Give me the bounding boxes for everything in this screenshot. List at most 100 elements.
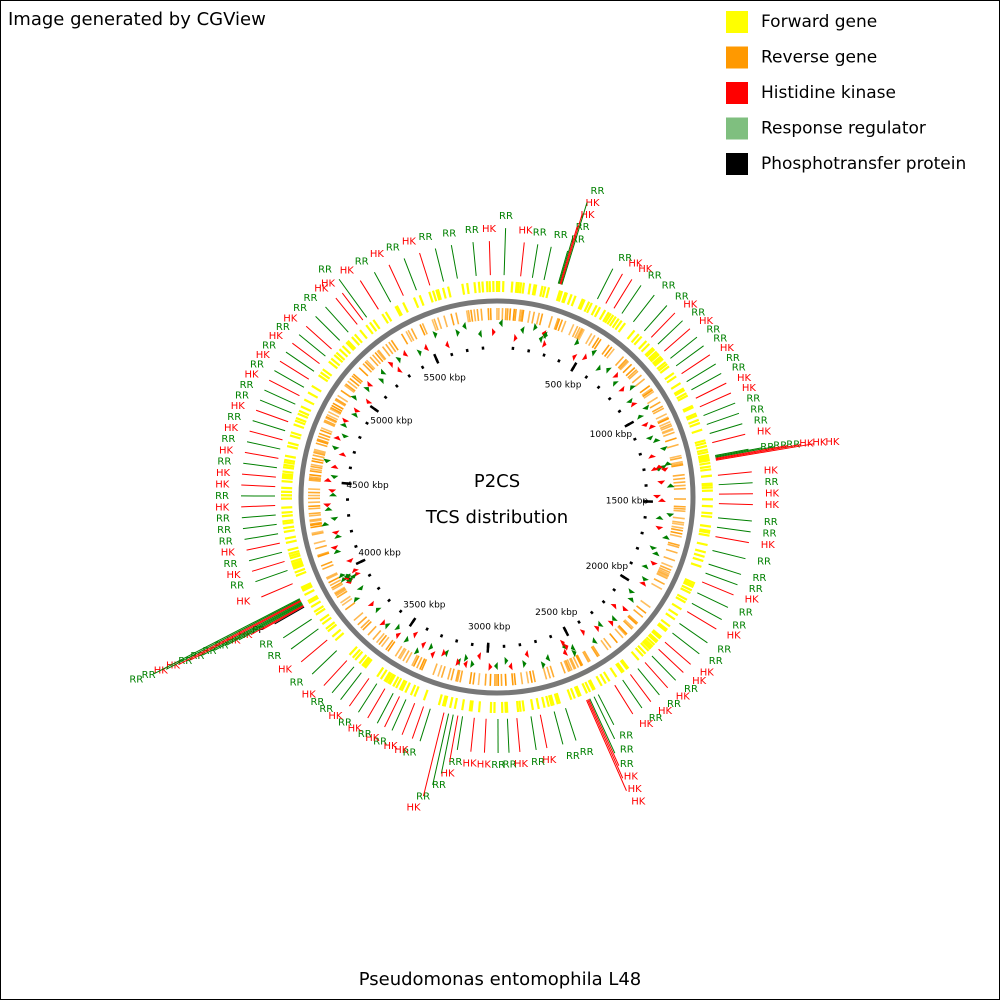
feature-arrow bbox=[629, 385, 637, 391]
feature-arrow bbox=[563, 643, 569, 651]
reverse-gene bbox=[672, 520, 685, 524]
forward-gene bbox=[681, 584, 693, 592]
feature-line bbox=[697, 592, 729, 608]
reverse-gene bbox=[380, 636, 390, 648]
feature-line bbox=[553, 711, 564, 745]
reverse-gene bbox=[378, 634, 388, 646]
reverse-gene bbox=[310, 465, 323, 470]
feature-line bbox=[715, 443, 814, 461]
feature-line bbox=[712, 549, 746, 560]
reverse-gene bbox=[362, 363, 373, 373]
forward-gene bbox=[402, 301, 409, 313]
reverse-gene bbox=[309, 521, 322, 526]
reverse-gene bbox=[336, 590, 348, 599]
feature-label: HK bbox=[463, 759, 478, 770]
forward-gene bbox=[361, 656, 370, 667]
reverse-gene bbox=[519, 309, 523, 322]
feature-line bbox=[388, 264, 404, 296]
legend-swatch bbox=[726, 153, 748, 175]
reverse-gene bbox=[614, 356, 625, 367]
feature-arrow bbox=[650, 467, 659, 472]
feature-line bbox=[325, 306, 349, 333]
feature-line bbox=[338, 278, 368, 318]
reverse-gene bbox=[344, 384, 355, 393]
forward-gene bbox=[634, 647, 644, 657]
forward-gene bbox=[394, 305, 402, 317]
forward-gene bbox=[620, 659, 630, 670]
reverse-gene bbox=[352, 373, 364, 383]
forward-gene bbox=[292, 564, 305, 570]
reverse-gene bbox=[347, 380, 358, 390]
forward-gene bbox=[694, 548, 707, 554]
forward-gene bbox=[477, 701, 482, 713]
minor-tick bbox=[548, 634, 553, 639]
forward-gene bbox=[588, 679, 596, 691]
feature-line bbox=[244, 451, 279, 459]
forward-gene bbox=[387, 673, 395, 685]
forward-gene bbox=[698, 459, 711, 464]
reverse-gene bbox=[663, 555, 676, 562]
feature-line bbox=[244, 533, 279, 540]
feature-arrow bbox=[331, 445, 340, 451]
forward-gene bbox=[651, 355, 662, 365]
feature-label: HK bbox=[384, 741, 399, 752]
feature-line bbox=[419, 708, 431, 742]
feature-line bbox=[262, 605, 304, 630]
feature-arrow bbox=[649, 545, 658, 551]
reverse-gene bbox=[658, 567, 671, 574]
reverse-gene bbox=[308, 479, 321, 482]
feature-label: RR bbox=[648, 270, 662, 281]
ruler-label: 4500 kbp bbox=[346, 481, 389, 491]
reverse-gene bbox=[316, 439, 329, 445]
feature-line bbox=[246, 542, 280, 551]
feature-label: HK bbox=[215, 502, 230, 513]
feature-label: RR bbox=[662, 281, 676, 292]
feature-line bbox=[706, 412, 740, 425]
reverse-gene bbox=[374, 352, 384, 363]
feature-line bbox=[367, 688, 386, 719]
reverse-gene bbox=[557, 319, 564, 332]
feature-arrow bbox=[353, 572, 361, 578]
minor-tick bbox=[584, 375, 589, 380]
feature-label: RR bbox=[757, 557, 771, 568]
reverse-gene bbox=[387, 641, 396, 652]
forward-gene bbox=[384, 311, 393, 322]
forward-gene bbox=[566, 293, 573, 306]
minor-tick bbox=[376, 586, 381, 591]
forward-gene bbox=[598, 309, 607, 321]
reverse-gene bbox=[643, 390, 655, 399]
forward-gene bbox=[285, 539, 297, 544]
feature-arrow bbox=[652, 494, 661, 499]
forward-gene bbox=[555, 290, 562, 302]
forward-gene bbox=[348, 646, 358, 656]
reverse-gene bbox=[566, 659, 573, 671]
feature-arrow bbox=[591, 349, 598, 357]
reverse-gene bbox=[319, 429, 332, 436]
feature-arrow bbox=[353, 597, 361, 603]
reverse-gene bbox=[662, 428, 674, 435]
feature-label: HK bbox=[639, 719, 654, 730]
forward-gene bbox=[530, 698, 535, 711]
reverse-gene bbox=[450, 313, 455, 326]
legend-label: Histidine kinase bbox=[761, 83, 896, 103]
forward-gene bbox=[649, 352, 659, 362]
reverse-gene bbox=[477, 673, 481, 686]
reverse-gene bbox=[614, 628, 624, 639]
forward-gene bbox=[539, 285, 544, 297]
feature-label: HK bbox=[764, 466, 779, 477]
reverse-gene bbox=[308, 511, 321, 515]
forward-gene bbox=[287, 441, 299, 447]
feature-line bbox=[530, 716, 537, 751]
feature-line bbox=[298, 334, 326, 357]
reverse-gene bbox=[657, 417, 670, 425]
reverse-gene bbox=[341, 597, 353, 607]
reverse-gene bbox=[419, 324, 426, 336]
feature-arrow bbox=[666, 483, 675, 488]
feature-label: RR bbox=[684, 684, 698, 695]
feature-arrow bbox=[342, 417, 350, 423]
forward-gene bbox=[682, 581, 694, 589]
reverse-gene bbox=[603, 346, 613, 357]
feature-line bbox=[341, 292, 364, 321]
feature-arrow bbox=[463, 660, 468, 669]
reverse-gene bbox=[431, 319, 437, 332]
